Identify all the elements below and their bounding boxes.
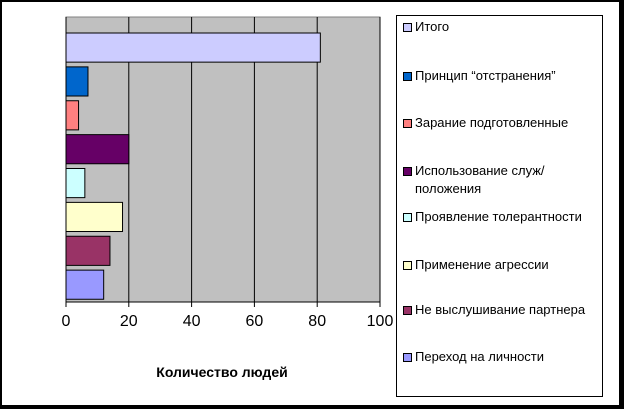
- legend-item: Принцип “отстранения”: [402, 67, 602, 85]
- x-tick-label: 20: [120, 313, 138, 330]
- legend-label: Итого: [415, 19, 450, 34]
- bar-chart: 0 20 40 60 80 100 Количество людей: [62, 16, 394, 380]
- legend-swatch: [403, 119, 412, 128]
- bar: [65, 66, 89, 97]
- legend-label: Использование служ/положения: [415, 163, 545, 196]
- bar: [65, 100, 80, 131]
- bar: [65, 235, 111, 266]
- x-tick-label: 0: [62, 313, 71, 330]
- legend-item: Итого: [402, 18, 602, 36]
- x-tick-label: 60: [246, 313, 264, 330]
- legend-label: Зарание подготовленные: [415, 115, 569, 130]
- legend-swatch: [403, 261, 412, 270]
- bar: [65, 32, 321, 63]
- legend-item: Переход на личности: [402, 348, 602, 366]
- legend-item: Применение агрессии: [402, 256, 602, 274]
- legend-label: Переход на личности: [415, 349, 545, 364]
- legend-item: Зарание подготовленные: [402, 114, 602, 132]
- chart-canvas: 0 20 40 60 80 100 Количество людей Итого Принц…: [2, 2, 619, 405]
- legend-swatch: [403, 72, 412, 81]
- bars: [65, 32, 321, 300]
- legend-label: Не выслушивание партнера: [415, 302, 586, 317]
- legend-swatch: [403, 353, 412, 362]
- legend-swatch: [403, 167, 412, 176]
- legend-swatch: [403, 213, 412, 222]
- x-tick-label: 40: [183, 313, 201, 330]
- legend-swatch: [403, 23, 412, 32]
- legend-item: Использование служ/положения: [402, 162, 602, 198]
- legend-label: Применение агрессии: [415, 257, 549, 272]
- x-tick-label: 100: [367, 313, 394, 330]
- bar: [65, 134, 130, 165]
- x-axis-ticks: 0 20 40 60 80 100: [62, 302, 394, 330]
- x-tick-label: 80: [308, 313, 326, 330]
- legend-item: Не выслушивание партнера: [402, 301, 602, 319]
- bar: [65, 201, 124, 233]
- bar: [65, 168, 86, 199]
- legend-label: Принцип “отстранения”: [415, 68, 556, 83]
- x-axis-label: Количество людей: [156, 364, 287, 380]
- legend: Итого Принцип “отстранения” Зарание подгот…: [396, 15, 603, 397]
- bar: [65, 269, 105, 300]
- legend-label: Проявление толерантности: [415, 209, 582, 224]
- legend-item: Проявление толерантности: [402, 208, 602, 226]
- legend-swatch: [403, 306, 412, 315]
